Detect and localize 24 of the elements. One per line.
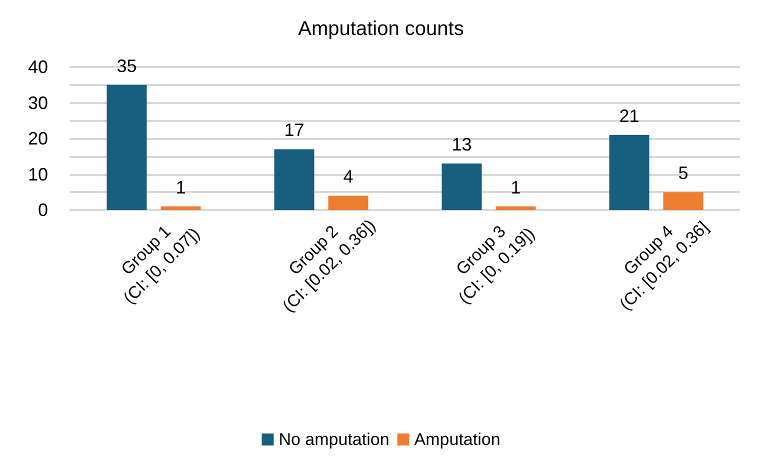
chart-title: Amputation counts: [298, 18, 464, 40]
data-label: 13: [452, 134, 472, 155]
y-tick-label: 40: [28, 57, 48, 77]
data-label: 5: [678, 163, 688, 184]
bar: [442, 164, 482, 210]
data-label: 21: [619, 106, 640, 126]
bar: [106, 84, 147, 210]
data-label: 17: [284, 120, 304, 140]
legend-label: Amputation: [414, 430, 500, 449]
legend-label: No amputation: [278, 430, 390, 449]
y-tick-label: 30: [28, 92, 48, 113]
y-tick-label: 10: [28, 164, 48, 184]
y-tick-label: 0: [38, 200, 48, 220]
data-label: 4: [343, 166, 354, 187]
data-label: 1: [176, 177, 186, 198]
y-tick-label: 20: [28, 128, 48, 148]
data-label: 1: [510, 177, 521, 198]
bar: [328, 196, 368, 210]
bar: [496, 206, 536, 210]
bar: [663, 192, 704, 210]
data-label: 35: [116, 56, 137, 76]
bar: [160, 206, 201, 210]
bar: [274, 149, 314, 210]
bar: [609, 134, 650, 210]
